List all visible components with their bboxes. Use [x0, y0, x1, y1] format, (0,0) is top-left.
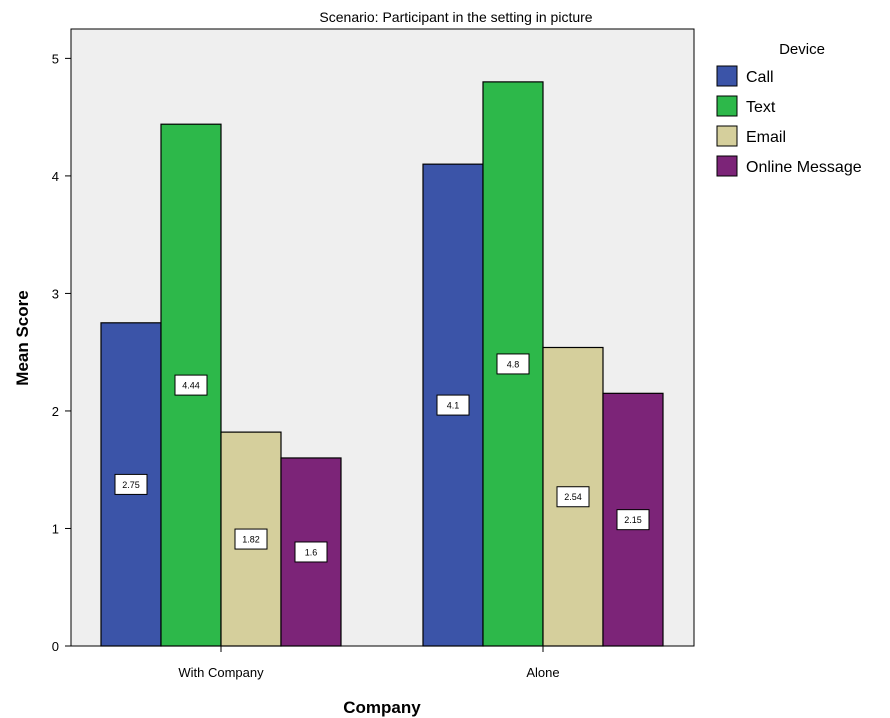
data-label: 2.54	[564, 492, 582, 502]
legend-swatch-text	[716, 95, 738, 117]
x-axis-title: Company	[343, 698, 421, 717]
x-axis-ticks: With Company Alone	[178, 646, 560, 680]
data-label-box	[496, 353, 530, 375]
legend-label: Email	[746, 129, 786, 146]
y-axis-title: Mean Score	[13, 290, 32, 385]
y-tick-label: 2	[52, 404, 59, 419]
data-label-box	[174, 374, 208, 396]
data-label-box	[114, 473, 148, 495]
legend-label: Text	[746, 99, 776, 116]
chart-title: Scenario: Participant in the setting in …	[319, 9, 592, 25]
x-tick-label: Alone	[526, 665, 559, 680]
data-label: 4.44	[182, 381, 200, 391]
data-label-box	[234, 528, 268, 550]
legend-swatch-online-message	[716, 155, 738, 177]
legend-label: Online Message	[746, 159, 862, 176]
legend: Call Text Email Online Message	[716, 65, 862, 177]
y-tick-label: 5	[52, 51, 59, 66]
data-label: 4.1	[447, 401, 460, 411]
data-label-box	[294, 541, 328, 563]
data-labels-group: 2.75 4.44 1.82 1.6 4.1 4.8 2.54 2.15	[114, 353, 650, 563]
data-label: 2.15	[624, 515, 642, 525]
legend-label: Call	[746, 69, 774, 86]
y-tick-label: 0	[52, 639, 59, 654]
data-label: 1.6	[305, 547, 318, 557]
y-tick-label: 1	[52, 521, 59, 536]
data-label: 4.8	[507, 359, 520, 369]
data-label-box	[616, 509, 650, 531]
legend-swatch-call	[716, 65, 738, 87]
y-tick-label: 4	[52, 169, 59, 184]
y-tick-label: 3	[52, 286, 59, 301]
legend-swatch-email	[716, 125, 738, 147]
legend-title: Device	[779, 41, 825, 58]
data-label: 2.75	[122, 480, 140, 490]
data-label-box	[436, 394, 470, 416]
x-tick-label: With Company	[178, 665, 264, 680]
data-label: 1.82	[242, 535, 260, 545]
data-label-box	[556, 486, 590, 508]
y-axis-ticks: 0 1 2 3 4 5	[52, 51, 71, 654]
bar-email-1	[542, 346, 604, 647]
